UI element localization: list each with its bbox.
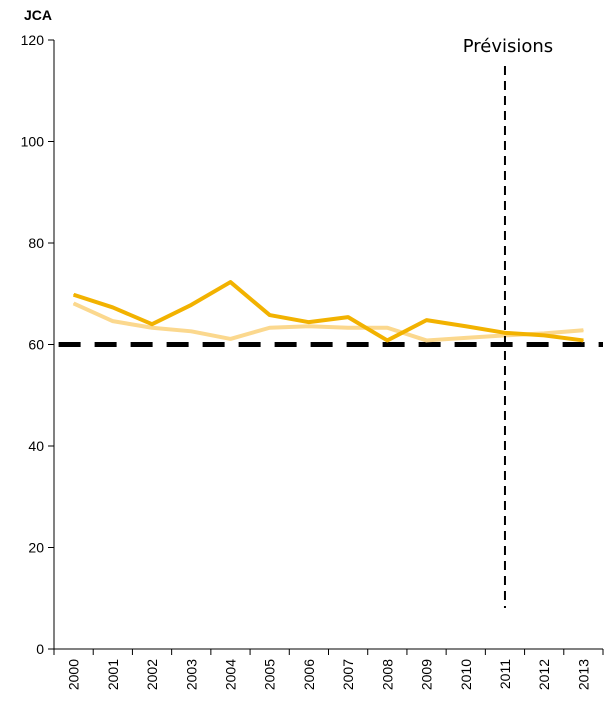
data-point bbox=[190, 304, 192, 306]
y-axis: 0 20 40 60 80 100 120 bbox=[21, 32, 55, 657]
x-tick-label: 2005 bbox=[262, 659, 278, 690]
data-point bbox=[151, 327, 153, 329]
data-point bbox=[151, 323, 153, 325]
x-tick-label: 2008 bbox=[379, 659, 395, 690]
data-point bbox=[504, 334, 506, 336]
x-tick-label: 2013 bbox=[575, 659, 591, 690]
series-line-1 bbox=[72, 280, 584, 343]
data-point bbox=[465, 337, 467, 339]
x-tick-label: 2012 bbox=[536, 659, 552, 690]
data-point bbox=[229, 338, 231, 340]
data-point bbox=[582, 329, 584, 331]
series-line-2 bbox=[72, 301, 584, 343]
y-tick-label: 60 bbox=[28, 337, 44, 353]
data-point bbox=[426, 339, 428, 341]
forecast-label: Prévisions bbox=[463, 36, 553, 57]
data-point bbox=[347, 316, 349, 318]
y-tick-label: 40 bbox=[28, 438, 44, 454]
data-point bbox=[426, 319, 428, 321]
data-point bbox=[386, 327, 388, 329]
series-group bbox=[72, 280, 584, 343]
data-point bbox=[112, 320, 114, 322]
x-tick-label: 2000 bbox=[66, 659, 82, 690]
data-point bbox=[269, 314, 271, 316]
y-tick-label: 120 bbox=[21, 32, 45, 48]
data-point bbox=[190, 330, 192, 332]
y-tick-label: 100 bbox=[21, 134, 45, 150]
x-tick-label: 2003 bbox=[183, 659, 199, 690]
x-tick-label: 2004 bbox=[222, 659, 238, 690]
x-tick-label: 2007 bbox=[340, 659, 356, 690]
x-tick-label: 2009 bbox=[419, 659, 435, 690]
y-axis-label: JCA bbox=[24, 7, 52, 23]
data-point bbox=[73, 302, 75, 304]
data-point bbox=[347, 327, 349, 329]
x-axis: 2000 2001 2002 2003 2004 2005 2006 2007 2008 2009… bbox=[53, 648, 604, 690]
data-point bbox=[73, 294, 75, 296]
x-tick-label: 2001 bbox=[105, 659, 121, 690]
data-point bbox=[465, 325, 467, 327]
data-point bbox=[504, 332, 506, 334]
data-point bbox=[308, 325, 310, 327]
y-tick-label: 20 bbox=[28, 540, 44, 556]
x-tick-label: 2006 bbox=[301, 659, 317, 690]
data-point bbox=[386, 339, 388, 341]
y-tick-label: 80 bbox=[28, 235, 44, 251]
y-tick-label: 0 bbox=[36, 641, 44, 657]
x-tick-label: 2002 bbox=[144, 659, 160, 690]
data-point bbox=[582, 339, 584, 341]
data-point bbox=[269, 327, 271, 329]
data-point bbox=[543, 334, 545, 336]
x-tick-label: 2011 bbox=[497, 659, 513, 689]
data-point bbox=[308, 321, 310, 323]
x-tick-label: 2010 bbox=[458, 659, 474, 690]
data-point bbox=[112, 306, 114, 308]
data-point bbox=[229, 281, 231, 283]
